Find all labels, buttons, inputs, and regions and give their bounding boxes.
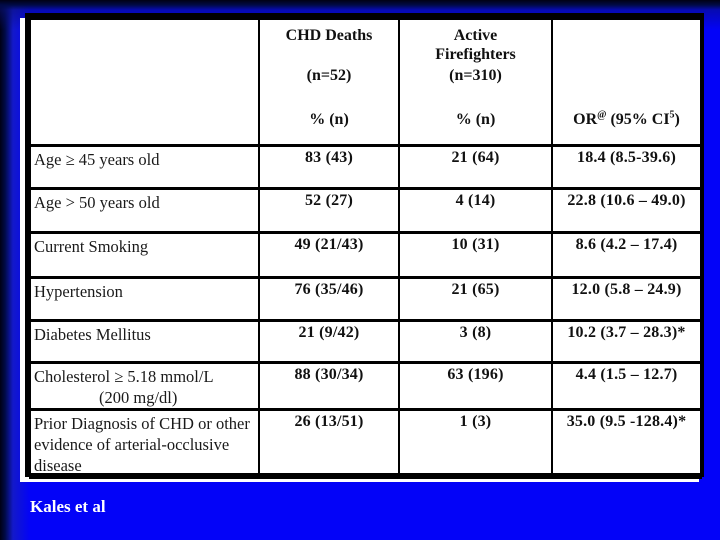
chd-deaths-value: 49 (21/43) [258,231,400,279]
odds-ratio-value: 4.4 (1.5 – 12.7) [551,361,702,411]
risk-factor-table: CHD Deaths (n=52) % (n) Active Firefight… [25,13,704,479]
risk-factor-label: Diabetes Mellitus [29,319,260,364]
odds-ratio-value: 8.6 (4.2 – 17.4) [551,231,702,279]
table-row: Cholesterol ≥ 5.18 mmol/L (200 mg/dl) 88… [29,361,702,411]
firefighters-value: 21 (64) [398,144,553,190]
chd-deaths-value: 52 (27) [258,187,400,234]
risk-factor-label: Current Smoking [29,231,260,279]
header-chd-deaths: CHD Deaths (n=52) % (n) [258,17,400,147]
risk-factor-label: Age > 50 years old [29,187,260,234]
chd-deaths-value: 26 (13/51) [258,408,400,479]
table-row: Hypertension 76 (35/46) 21 (65) 12.0 (5.… [29,276,702,322]
table-row: Diabetes Mellitus 21 (9/42) 3 (8) 10.2 (… [29,319,702,364]
chd-deaths-measure: % (n) [309,111,349,128]
firefighters-value: 3 (8) [398,319,553,364]
firefighters-value: 1 (3) [398,408,553,479]
odds-ratio-header: OR@ (95% CI5) [573,109,680,128]
risk-factor-label: Cholesterol ≥ 5.18 mmol/L (200 mg/dl) [29,361,260,411]
chd-deaths-n: (n=52) [306,67,352,84]
table-row: Current Smoking 49 (21/43) 10 (31) 8.6 (… [29,231,702,279]
firefighters-value: 10 (31) [398,231,553,279]
firefighters-value: 63 (196) [398,361,553,411]
chd-deaths-title: CHD Deaths [285,27,373,44]
firefighters-measure: % (n) [455,111,496,128]
risk-factor-label: Age ≥ 45 years old [29,144,260,190]
odds-ratio-value: 22.8 (10.6 – 49.0) [551,187,702,234]
table-row: Age > 50 years old 52 (27) 4 (14) 22.8 (… [29,187,702,234]
firefighters-title: Active Firefighters [435,27,516,63]
odds-ratio-value: 12.0 (5.8 – 24.9) [551,276,702,322]
header-odds-ratio: OR@ (95% CI5) [551,17,702,147]
risk-factor-label-line2: (200 mg/dl) [99,388,178,407]
header-active-firefighters: Active Firefighters (n=310) % (n) [398,17,553,147]
chd-deaths-value: 88 (30/34) [258,361,400,411]
table-header-row: CHD Deaths (n=52) % (n) Active Firefight… [29,17,702,147]
odds-ratio-value: 10.2 (3.7 – 28.3)* [551,319,702,364]
firefighters-value: 21 (65) [398,276,553,322]
odds-ratio-value: 18.4 (8.5-39.6) [551,144,702,190]
header-empty-cell [29,17,260,147]
table-row: Prior Diagnosis of CHD or other evidence… [29,408,702,479]
odds-ratio-value: 35.0 (9.5 -128.4)* [551,408,702,479]
firefighters-n: (n=310) [449,67,502,84]
attribution: Kales et al [30,497,106,516]
risk-factor-label: Prior Diagnosis of CHD or other evidence… [29,408,260,479]
chd-deaths-value: 21 (9/42) [258,319,400,364]
table-row: Age ≥ 45 years old 83 (43) 21 (64) 18.4 … [29,144,702,190]
firefighters-value: 4 (14) [398,187,553,234]
chd-deaths-value: 83 (43) [258,144,400,190]
study-table: CHD Deaths (n=52) % (n) Active Firefight… [29,17,702,479]
chd-deaths-value: 76 (35/46) [258,276,400,322]
risk-factor-label: Hypertension [29,276,260,322]
